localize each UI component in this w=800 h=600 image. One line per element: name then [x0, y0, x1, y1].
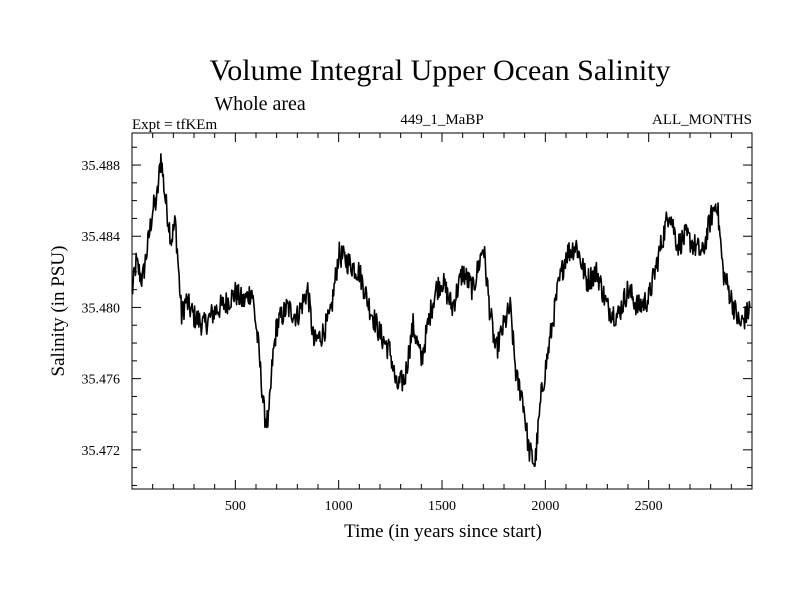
salinity-series-line	[131, 153, 751, 467]
y-tick-labels: 35.472 35.476 35.480 35.484 35.488	[82, 159, 121, 459]
x-tick-label: 2500	[635, 499, 663, 514]
run-id-label: 449_1_MaBP	[400, 112, 483, 128]
y-tick-label: 35.484	[82, 230, 121, 245]
x-tick-label: 2000	[531, 499, 559, 514]
experiment-label: Expt = tfKEm	[132, 117, 217, 133]
chart-subtitle: Whole area	[214, 93, 306, 115]
y-tick-label: 35.480	[82, 301, 121, 316]
x-tick-label: 500	[225, 499, 246, 514]
x-tick-label: 1000	[325, 499, 353, 514]
y-tick-label: 35.472	[82, 444, 121, 459]
months-label: ALL_MONTHS	[652, 112, 752, 128]
x-axis-label: Time (in years since start)	[344, 521, 542, 542]
x-tick-labels: 500 1000 1500 2000 2500	[225, 499, 663, 514]
x-tick-label: 1500	[428, 499, 456, 514]
y-axis-label: Salinity (in PSU)	[48, 246, 69, 377]
chart-title: Volume Integral Upper Ocean Salinity	[210, 54, 671, 87]
y-tick-label: 35.488	[82, 159, 121, 174]
y-tick-label: 35.476	[82, 373, 121, 388]
